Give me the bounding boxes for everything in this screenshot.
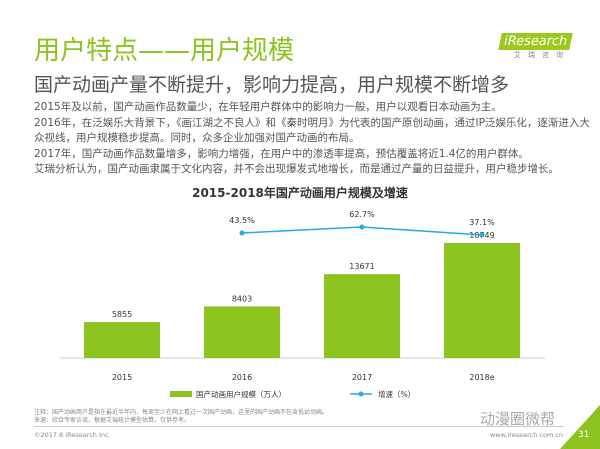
x-tick-label: 2018e (469, 373, 494, 382)
divider (34, 426, 564, 427)
legend-bar-swatch (170, 391, 192, 397)
body-line: 2017年，国产动画作品数量增多，影响力增强，在用户中的渗透率提高，预估覆盖将近… (34, 147, 529, 160)
site-url: www.iresearch.com.cn (490, 431, 564, 439)
bar (324, 274, 400, 358)
growth-label: 43.5% (229, 216, 255, 225)
bar (84, 322, 160, 358)
chart-title: 2015-2018年国产动画用户规模及增速 (192, 186, 408, 200)
page-title: 用户特点——用户规模 (34, 36, 295, 66)
legend-line-marker (358, 391, 364, 397)
growth-label: 62.7% (349, 210, 375, 219)
body-line: 2015年及以前，国产动画作品数量少，在年轻用户群体中的影响力一般，用户以观看日… (34, 101, 502, 113)
iresearch-logo: iResearch 艾瑞咨询 (498, 30, 574, 60)
bar-label: 13671 (349, 262, 374, 271)
footnote: 注释：国产动画用户是指在最近半年内，每周至少在网上看过一次国产动画，这里的国产动… (34, 409, 329, 424)
copyright: ©2017.8 iResearch Inc (34, 431, 109, 439)
growth-point (239, 230, 245, 236)
legend-line-label: 增速（%） (378, 389, 415, 399)
body-text: 2015年及以前，国产动画作品数量少，在年轻用户群体中的影响力一般，用户以观看日… (34, 100, 594, 178)
watermark: 动漫圈微帮 (480, 410, 556, 428)
page-number: 31 (578, 430, 590, 440)
bar (204, 306, 280, 358)
page-subtitle: 国产动画产量不断提升，影响力提高，用户规模不断增多 (34, 74, 510, 96)
body-line: 2016年，在泛娱乐大背景下，《画江湖之不良人》和《秦时明月》为代表的国产原创动… (34, 116, 590, 145)
bar-label: 5855 (112, 310, 132, 319)
bar-label: 8403 (232, 294, 252, 303)
x-tick-label: 2017 (352, 373, 372, 382)
body-line: 艾瑞分析认为，国产动画隶属于文化内容，并不会出现爆发式地增长，而是通过产量的日益… (34, 163, 559, 175)
growth-label: 37.1% (469, 218, 495, 227)
growth-point (359, 224, 365, 230)
growth-point (479, 232, 485, 238)
x-tick-label: 2015 (112, 373, 132, 382)
x-tick-label: 2016 (232, 373, 252, 382)
bar (444, 243, 520, 358)
legend-bar-label: 国产动画用户规模（万人） (196, 389, 286, 399)
